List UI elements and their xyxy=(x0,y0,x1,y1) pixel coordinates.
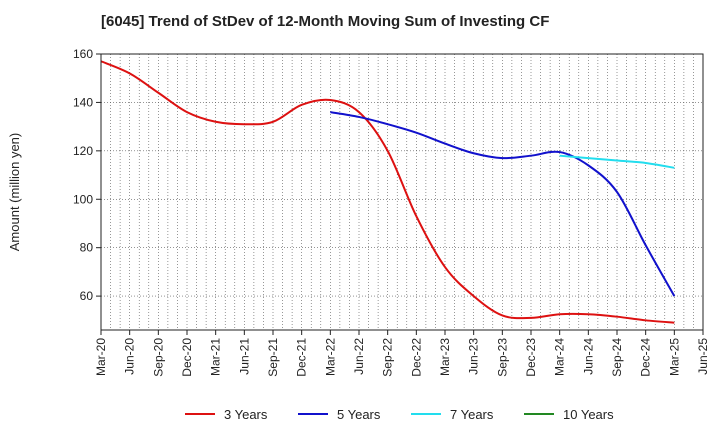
series-line-7-years xyxy=(559,154,675,169)
y-tick-label: 120 xyxy=(73,144,93,158)
x-tick-label: Jun-22 xyxy=(352,338,366,375)
x-tick-label: Mar-24 xyxy=(553,338,567,376)
x-tick-label: Jun-25 xyxy=(696,338,710,375)
legend-label-5-years: 5 Years xyxy=(337,407,381,422)
x-tick-label: Dec-20 xyxy=(180,338,194,377)
x-tick-label: Sep-22 xyxy=(381,338,395,377)
y-tick-label: 100 xyxy=(73,192,93,206)
x-tick-label: Mar-20 xyxy=(94,338,108,376)
y-axis-label: Amount (million yen) xyxy=(7,133,22,252)
x-tick-label: Jun-24 xyxy=(581,338,595,375)
x-tick-label: Mar-23 xyxy=(438,338,452,376)
y-axis-ticks: 60 80 100 120 140 160 xyxy=(73,47,101,303)
chart-title: [6045] Trend of StDev of 12-Month Moving… xyxy=(101,13,549,30)
series-line-5-years xyxy=(330,111,676,297)
x-tick-label: Sep-24 xyxy=(610,338,624,377)
x-tick-label: Mar-22 xyxy=(323,338,337,376)
x-tick-label: Jun-21 xyxy=(237,338,251,375)
x-tick-label: Mar-21 xyxy=(209,338,223,376)
plot-frame xyxy=(100,53,704,331)
x-tick-label: Dec-21 xyxy=(295,338,309,377)
x-tick-label: Sep-23 xyxy=(495,338,509,377)
x-tick-label: Dec-24 xyxy=(639,338,653,377)
legend-label-7-years: 7 Years xyxy=(450,407,494,422)
x-tick-label: Dec-22 xyxy=(409,338,423,377)
x-tick-label: Mar-25 xyxy=(667,338,681,376)
x-axis-ticks: Mar-20 Jun-20 Sep-20 Dec-20 Mar-21 Jun-21 Sep-… xyxy=(94,330,710,377)
y-tick-label: 80 xyxy=(80,241,94,255)
x-tick-label: Jun-23 xyxy=(467,338,481,375)
y-tick-label: 60 xyxy=(80,289,94,303)
x-tick-label: Dec-23 xyxy=(524,338,538,377)
series-lines xyxy=(100,60,676,324)
plot-area xyxy=(101,54,703,330)
series-line-3-years xyxy=(100,60,675,324)
legend-label-3-years: 3 Years xyxy=(224,407,268,422)
legend: 3 Years 5 Years 7 Years 10 Years xyxy=(185,407,614,422)
x-tick-label: Sep-21 xyxy=(266,338,280,377)
x-tick-label: Sep-20 xyxy=(151,338,165,377)
y-tick-label: 140 xyxy=(73,95,93,109)
x-tick-label: Jun-20 xyxy=(123,338,137,375)
y-tick-label: 160 xyxy=(73,47,93,61)
legend-label-10-years: 10 Years xyxy=(563,407,614,422)
